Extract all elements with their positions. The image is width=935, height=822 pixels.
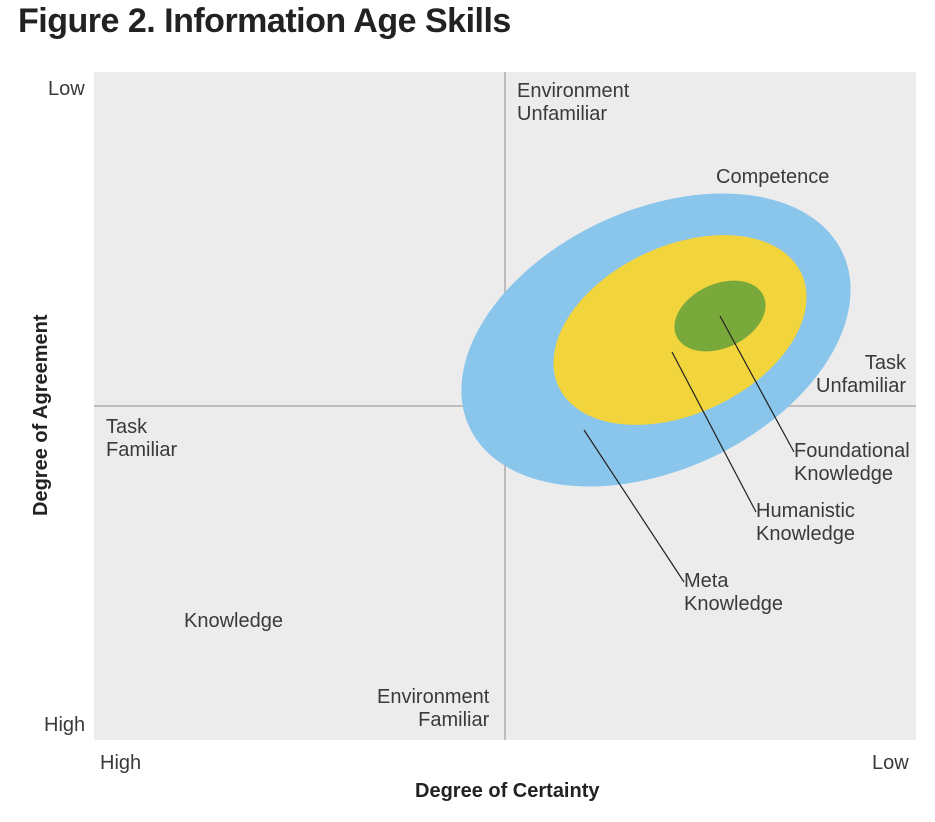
x-axis-right-end: Low [872, 752, 909, 775]
label-knowledge: Knowledge [184, 610, 283, 633]
label-env-unfamiliar: Environment Unfamiliar [517, 80, 629, 126]
y-axis-top-end: Low [48, 78, 85, 101]
figure-container: Figure 2. Information Age Skills Degree … [0, 0, 935, 822]
label-env-familiar: Environment Familiar [377, 686, 489, 732]
label-competence: Competence [716, 166, 829, 189]
callout-meta: Meta Knowledge [684, 570, 783, 616]
label-task-unfamiliar: Task Unfamiliar [816, 352, 906, 398]
callout-humanistic: Humanistic Knowledge [756, 500, 855, 546]
label-task-familiar: Task Familiar [106, 416, 177, 462]
x-axis-label: Degree of Certainty [415, 780, 600, 803]
callout-foundational: Foundational Knowledge [794, 440, 910, 486]
y-axis-label: Degree of Agreement [30, 314, 53, 516]
x-axis-left-end: High [100, 752, 141, 775]
y-axis-bottom-end: High [44, 714, 85, 737]
